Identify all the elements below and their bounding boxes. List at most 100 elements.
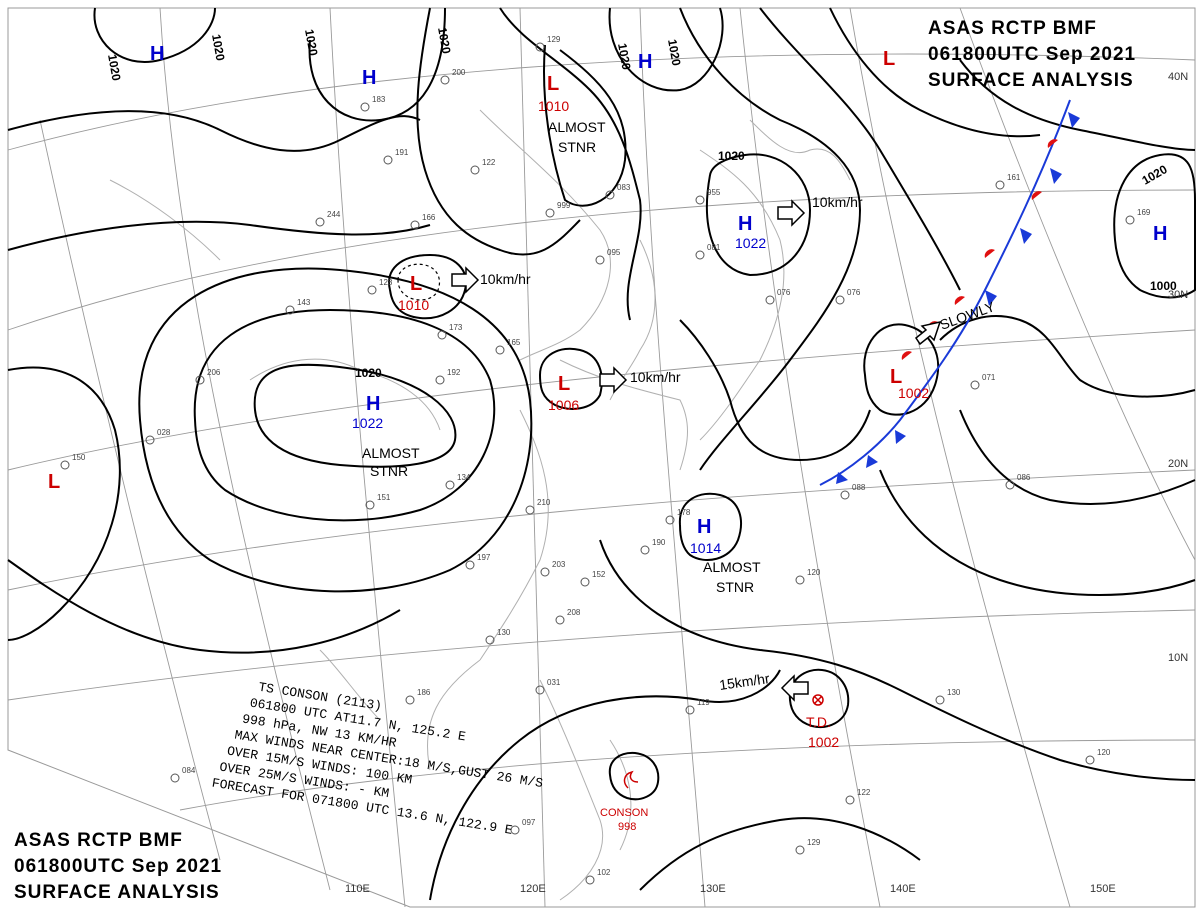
lat-label: 40N: [1168, 71, 1188, 83]
header-top-line3: SURFACE ANALYSIS: [928, 70, 1134, 91]
cold-front: [819, 99, 1080, 486]
isobar: [706, 153, 812, 277]
station-pressure-value: 129: [547, 35, 561, 44]
isobars: [7, 7, 1196, 901]
isobar: [93, 7, 216, 63]
station-pressure-value: 129: [807, 838, 821, 847]
header-bottom-line3: SURFACE ANALYSIS: [14, 882, 220, 903]
high-pressure-marker: H: [638, 51, 652, 73]
td-label: T.D.: [806, 714, 831, 730]
pressure-systems: H H L 1010 H L H 1022 H L 1010 H 1022 L …: [48, 43, 1167, 556]
station-pressure-value: 102: [597, 868, 611, 877]
isobar: [388, 253, 467, 320]
pressure-value: 1022: [352, 415, 383, 431]
isobar: [499, 7, 642, 321]
station-pressure-value: 244: [327, 210, 341, 219]
stationary-label: STNR: [716, 579, 754, 595]
high-pressure-marker: H: [697, 516, 711, 538]
pressure-value: 1006: [548, 397, 579, 413]
station-pressure-value: 150: [72, 453, 86, 462]
station-pressure-value: 076: [847, 288, 861, 297]
station-pressure-value: 097: [522, 818, 536, 827]
station-pressure-value: 161: [1007, 173, 1021, 182]
isobar: [7, 110, 421, 152]
ts-pressure: 998: [618, 821, 636, 833]
low-pressure-marker: L: [48, 471, 60, 493]
header-bottom-line1: ASAS RCTP BMF: [14, 830, 183, 851]
station-pressure-value: 197: [477, 553, 491, 562]
isobar-label: 1020: [435, 26, 453, 55]
motion-label: 15km/hr: [718, 670, 771, 693]
map-frame: [7, 7, 1196, 908]
isobar-label: 1020: [718, 149, 745, 163]
isobar: [959, 59, 1196, 151]
station-pressure-value: 191: [395, 148, 409, 157]
stationary-label: STNR: [370, 463, 408, 479]
station-pressure-value: 206: [207, 368, 221, 377]
station-pressure-value: 173: [449, 323, 463, 332]
high-pressure-marker: H: [150, 43, 164, 65]
pressure-value: 1014: [690, 540, 721, 556]
isobar: [639, 817, 921, 891]
station-pressure-value: 955: [707, 188, 721, 197]
lon-label: 130E: [700, 883, 726, 895]
isobar-label: 1020: [209, 33, 227, 62]
isobar: [759, 7, 961, 291]
isobar: [788, 668, 850, 728]
station-pressure-value: 130: [497, 628, 511, 637]
isobar-label: 1020: [105, 53, 123, 82]
stationary-label: ALMOST: [548, 119, 606, 135]
motion-label: 10km/hr: [812, 194, 863, 210]
high-pressure-marker: H: [738, 213, 752, 235]
station-pressure-value: 086: [1017, 473, 1031, 482]
station-pressure-value: 119: [697, 698, 710, 707]
isobar: [608, 751, 660, 801]
station-pressure-value: 152: [592, 570, 606, 579]
isobar-label: 1020: [615, 42, 633, 71]
isobar: [939, 315, 1196, 398]
lat-label: 30N: [1168, 289, 1188, 301]
ts-name: CONSON: [600, 807, 648, 819]
header-top-line2: 061800UTC Sep 2021: [928, 44, 1136, 65]
station-pressure-value: 128: [379, 278, 393, 287]
station-pressure-value: 071: [982, 373, 996, 382]
station-pressure-value: 083: [617, 183, 631, 192]
station-pressure-value: 200: [452, 68, 466, 77]
header-top-line1: ASAS RCTP BMF: [928, 18, 1097, 39]
isobar: [829, 7, 1041, 138]
high-pressure-marker: H: [366, 393, 380, 415]
low-pressure-marker: L: [547, 73, 559, 95]
isobar: [7, 366, 121, 641]
station-pressure-value: 208: [567, 608, 581, 617]
motion-arrows: [451, 199, 942, 702]
lat-label: 10N: [1168, 652, 1188, 664]
stationary-label: ALMOST: [362, 445, 420, 461]
isobar: [678, 492, 742, 561]
station-pressure-value: 120: [807, 568, 821, 577]
station-pressure-value: 120: [1097, 748, 1111, 757]
station-pressure-value: 166: [422, 213, 436, 222]
station-pressure-value: 169: [1137, 208, 1151, 217]
station-pressure-value: 081: [707, 243, 721, 252]
isobar: [679, 319, 871, 462]
station-pressure-value: 084: [182, 766, 196, 775]
isobar: [539, 347, 603, 410]
lon-label: 110E: [345, 883, 370, 895]
station-pressure-value: 122: [857, 788, 871, 797]
tropical-storm-symbol: CONSON 998: [600, 770, 648, 833]
lon-label: 140E: [890, 883, 916, 895]
isobar: [193, 308, 496, 522]
pressure-value: 1010: [398, 297, 429, 313]
high-pressure-marker: H: [1153, 223, 1167, 245]
stationary-label: STNR: [558, 139, 596, 155]
low-pressure-marker: L: [410, 273, 422, 295]
isobar: [7, 559, 401, 654]
station-values: 129 200 183 191 122 166 244 128 143 173 165 192 206 0…: [72, 35, 1151, 877]
graticule-parallels: [7, 53, 1196, 811]
station-pressure-value: 028: [157, 428, 171, 437]
isobar: [253, 363, 457, 468]
isobar: [599, 539, 1196, 781]
pressure-value: 1022: [735, 235, 766, 251]
station-pressure-value: 095: [607, 248, 621, 257]
